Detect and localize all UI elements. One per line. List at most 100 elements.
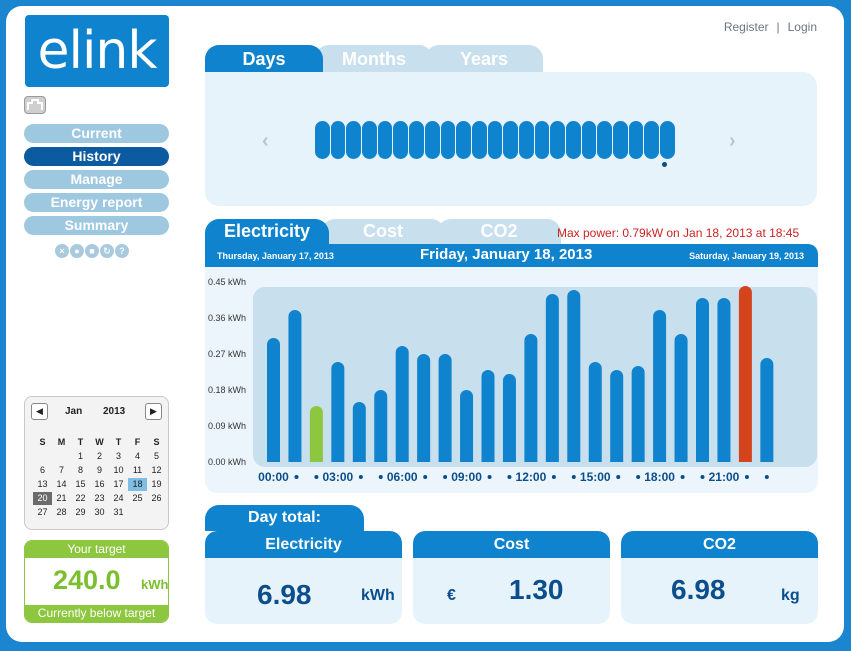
calendar-day[interactable]: 12	[151, 465, 162, 475]
next-arrow-icon[interactable]: ›	[729, 130, 736, 152]
tab-days[interactable]: Days	[205, 45, 323, 72]
y-tick-label: 0.09 kWh	[208, 421, 246, 431]
day-pill[interactable]	[315, 121, 330, 159]
calendar-dow: T	[115, 437, 122, 447]
total-cost-card: Cost € 1.30	[413, 531, 610, 624]
calendar-day[interactable]: 28	[56, 507, 67, 517]
x-tick-dot	[616, 475, 621, 479]
calendar-day[interactable]: 5	[153, 451, 159, 461]
calendar-day[interactable]: 7	[58, 465, 64, 475]
tab-months[interactable]: Months	[315, 45, 433, 72]
tab-years[interactable]: Years	[425, 45, 543, 72]
calendar-day[interactable]: 1	[77, 451, 83, 461]
day-pill[interactable]	[424, 121, 440, 159]
target-title: Your target	[25, 541, 168, 558]
calendar-day[interactable]: 29	[75, 507, 86, 517]
day-pill[interactable]	[487, 121, 503, 159]
calendar-day[interactable]: 16	[94, 479, 105, 489]
day-pill[interactable]	[518, 121, 534, 159]
total-co2-label: CO2	[621, 531, 818, 558]
register-link[interactable]: Register	[723, 20, 769, 34]
calendar-day[interactable]: 18	[128, 478, 147, 491]
tab-electricity[interactable]: Electricity	[205, 219, 329, 244]
day-pill[interactable]	[440, 121, 456, 159]
usage-chart: 0.00 kWh 0.09 kWh 0.18 kWh 0.27 kWh 0.36 kWh…	[205, 267, 818, 493]
calendar-day[interactable]: 13	[37, 479, 48, 489]
prev-arrow-icon[interactable]: ‹	[262, 130, 269, 152]
tab-co2[interactable]: CO2	[437, 219, 561, 244]
nav-history[interactable]: History	[24, 147, 169, 166]
help-icon[interactable]: ?	[115, 244, 129, 258]
bar-hour-16	[610, 370, 624, 462]
calendar-day[interactable]: 4	[134, 451, 140, 461]
nav-current[interactable]: Current	[24, 124, 169, 143]
calendar-day[interactable]: 20	[33, 492, 52, 505]
day-pill[interactable]	[503, 121, 518, 159]
calendar-day[interactable]: 15	[75, 479, 86, 489]
calendar-prev-button[interactable]: ◀	[31, 403, 48, 420]
x-tick-dot	[294, 475, 299, 479]
selected-day-indicator	[662, 162, 667, 167]
day-pill[interactable]	[456, 121, 471, 159]
calendar-day[interactable]: 17	[113, 479, 124, 489]
calendar-day[interactable]: 30	[94, 507, 105, 517]
day-pill[interactable]	[644, 121, 660, 159]
tab-cost[interactable]: Cost	[321, 219, 445, 244]
next-day-link[interactable]: Saturday, January 19, 2013	[689, 251, 804, 261]
usage-chart-svg: 0.00 kWh 0.09 kWh 0.18 kWh 0.27 kWh 0.36 kWh…	[208, 277, 817, 484]
calendar-day[interactable]: 25	[132, 493, 143, 503]
calendar-day[interactable]: 8	[77, 465, 83, 475]
nav-summary[interactable]: Summary	[24, 216, 169, 235]
calendar: ◀ Jan 2013 ▶ S M T W T F S 1 2 3 4 5 6 7 8 9 10 11 12 13 14 1…	[24, 396, 169, 530]
bar-hour-05	[374, 390, 388, 462]
day-pill[interactable]	[550, 121, 565, 159]
day-pill[interactable]	[346, 121, 362, 159]
nav-energy-report[interactable]: Energy report	[24, 193, 169, 212]
refresh-icon[interactable]: ↻	[100, 244, 114, 258]
bar-hour-13	[545, 294, 559, 462]
day-pill[interactable]	[393, 121, 409, 159]
calendar-day[interactable]: 21	[56, 493, 67, 503]
calendar-day[interactable]: 9	[96, 465, 102, 475]
prev-day-link[interactable]: Thursday, January 17, 2013	[217, 251, 334, 261]
record-icon[interactable]: ●	[70, 244, 84, 258]
y-tick-label: 0.18 kWh	[208, 385, 246, 395]
calendar-day[interactable]: 31	[113, 507, 124, 517]
close-icon[interactable]: ×	[55, 244, 69, 258]
day-pill[interactable]	[362, 121, 377, 159]
total-co2-card: CO2 6.98 kg	[621, 531, 818, 624]
day-pill[interactable]	[330, 121, 346, 159]
day-pill[interactable]	[597, 121, 613, 159]
calendar-day[interactable]: 14	[56, 479, 67, 489]
calendar-day[interactable]: 27	[37, 507, 48, 517]
elink-logo[interactable]: elink	[25, 15, 169, 87]
nav-manage[interactable]: Manage	[24, 170, 169, 189]
day-pill[interactable]	[613, 121, 628, 159]
calendar-day[interactable]: 11	[132, 465, 143, 475]
calendar-day[interactable]: 19	[151, 479, 162, 489]
calendar-day[interactable]: 26	[151, 493, 162, 503]
day-pill[interactable]	[628, 121, 644, 159]
calendar-day[interactable]: 24	[113, 493, 124, 503]
calendar-next-button[interactable]: ▶	[145, 403, 162, 420]
calendar-day[interactable]: 6	[39, 465, 45, 475]
day-pill[interactable]	[471, 121, 487, 159]
day-pill[interactable]	[581, 121, 597, 159]
y-tick-label: 0.36 kWh	[208, 313, 246, 323]
day-pill[interactable]	[377, 121, 393, 159]
day-pill[interactable]	[534, 121, 550, 159]
calendar-day[interactable]: 10	[113, 465, 124, 475]
login-link[interactable]: Login	[787, 20, 817, 34]
day-pill[interactable]	[566, 121, 581, 159]
stop-icon[interactable]: ■	[85, 244, 99, 258]
meter-icon[interactable]	[24, 96, 46, 114]
calendar-day[interactable]: 22	[75, 493, 86, 503]
calendar-day[interactable]: 2	[96, 451, 102, 461]
x-tick-dot	[358, 475, 363, 479]
day-pill[interactable]	[660, 121, 675, 159]
total-cost-currency: €	[447, 587, 456, 604]
calendar-day[interactable]: 3	[115, 451, 121, 461]
calendar-day[interactable]: 23	[94, 493, 105, 503]
bar-hour-08	[438, 354, 452, 462]
day-pill[interactable]	[409, 121, 424, 159]
